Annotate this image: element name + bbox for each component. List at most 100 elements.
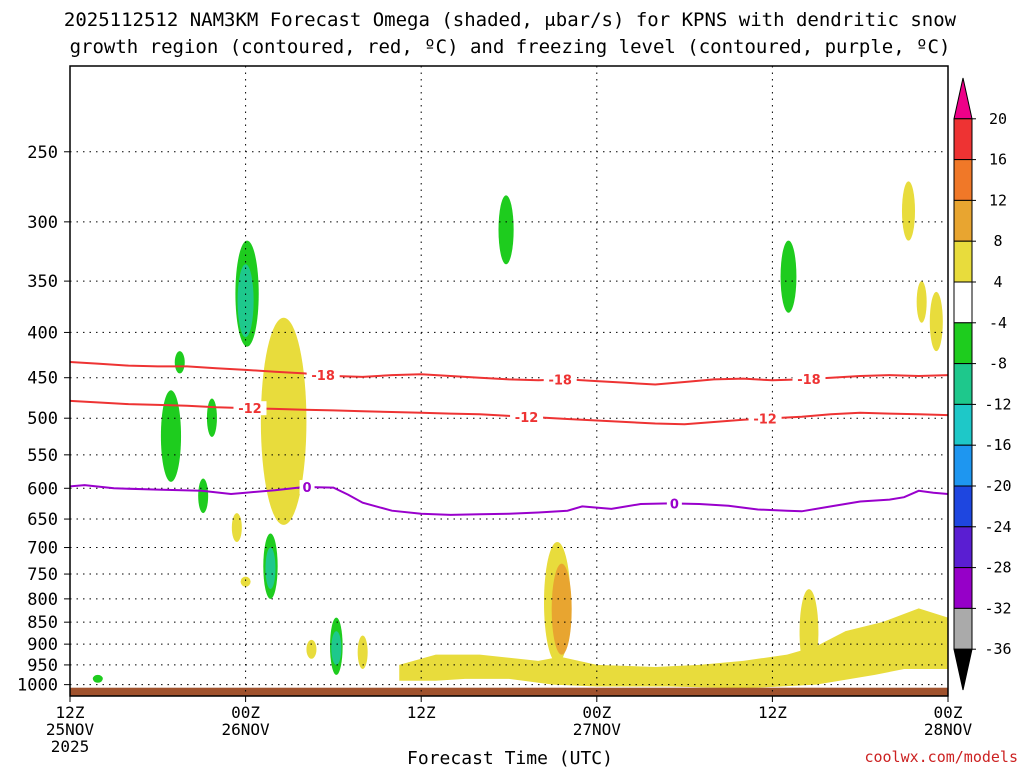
contour-label-bg <box>666 496 682 511</box>
colorbar-label: 4 <box>993 273 1002 291</box>
chart-title-line-2: growth region (contoured, red, ºC) and f… <box>70 36 951 58</box>
omega-region-green <box>174 351 185 374</box>
y-tick-label: 850 <box>27 613 58 633</box>
contour-line <box>70 484 948 516</box>
colorbar-swatch <box>953 363 973 405</box>
contour-label-bg <box>543 372 577 387</box>
plot-frame <box>69 65 949 697</box>
x-tick-label: 00Z <box>231 703 260 722</box>
ground-surface <box>70 687 948 696</box>
credit-text: coolwx.com/models <box>864 748 1018 766</box>
colorbar-label: -8 <box>989 355 1007 373</box>
colorbar-label: 20 <box>989 110 1007 128</box>
y-tick-label: 400 <box>27 323 58 343</box>
omega-region-low-level <box>399 608 948 689</box>
colorbar-swatch <box>953 322 973 365</box>
x-tick-label: 2025 <box>51 737 90 756</box>
contour-label-bg <box>233 401 267 416</box>
contour-label: 0 <box>670 497 679 512</box>
omega-region-yellow <box>231 513 242 543</box>
plot-area: -18 -18 -18 -12 -12 -12 0 0 250 300 350 400 450 500 55… <box>17 65 973 756</box>
omega-region-green <box>198 478 209 514</box>
x-tick-label: 12Z <box>56 703 85 722</box>
colorbar-label: -36 <box>984 640 1011 658</box>
y-tick-label: 800 <box>27 590 58 610</box>
contour-label: -12 <box>238 402 262 417</box>
y-tick-label: 350 <box>27 272 58 292</box>
colorbar-label: 8 <box>993 232 1002 250</box>
y-tick-label: 550 <box>27 446 58 466</box>
colorbar-swatch <box>953 281 973 324</box>
y-tick-label: 600 <box>27 479 58 499</box>
colorbar-swatch <box>953 240 973 283</box>
colorbar-label: -24 <box>984 518 1011 536</box>
colorbar-label: -20 <box>984 477 1011 495</box>
colorbar-swatch <box>953 648 973 691</box>
contour-label-bg <box>510 409 544 424</box>
omega-region-yellow <box>306 639 317 659</box>
x-tick-label: 12Z <box>407 703 436 722</box>
contour-label: -18 <box>797 373 821 388</box>
contour-line <box>70 399 948 426</box>
contour-label: -12 <box>515 411 539 426</box>
colorbar-swatch <box>953 567 973 609</box>
x-tick-label: 26NOV <box>222 720 271 739</box>
colorbar-label: -12 <box>984 395 1011 413</box>
contour-label: 0 <box>303 481 312 496</box>
x-tick-label: 00Z <box>934 703 963 722</box>
omega-region-green <box>206 398 217 437</box>
colorbar-swatch <box>953 485 973 528</box>
omega-region-yellow <box>240 576 251 587</box>
contour-label: -12 <box>753 413 777 428</box>
x-tick-label: 28NOV <box>924 720 973 739</box>
y-tick-label: 250 <box>27 143 58 163</box>
colorbar-swatch <box>953 77 973 120</box>
y-tick-label: 450 <box>27 369 58 389</box>
colorbar-swatch <box>953 526 973 569</box>
y-tick-label: 750 <box>27 565 58 585</box>
x-axis-label: Forecast Time (UTC) <box>407 748 613 768</box>
omega-region-teal <box>331 631 342 665</box>
colorbar-label: 12 <box>989 191 1007 209</box>
colorbar-label: -4 <box>989 314 1007 332</box>
colorbar-swatch <box>953 444 973 487</box>
omega-region-yellow <box>916 281 927 323</box>
colorbar-swatch <box>953 199 973 242</box>
omega-region-yellow <box>260 317 307 525</box>
omega-region-green <box>92 674 103 683</box>
colorbar-label: 16 <box>989 151 1007 169</box>
x-tick-label: 12Z <box>758 703 787 722</box>
x-tick-label: 25NOV <box>46 720 95 739</box>
plot-inner: -18 -18 -18 -12 -12 -12 0 0 <box>70 66 948 696</box>
y-tick-label: 1000 <box>17 676 58 696</box>
omega-region-yellow <box>929 291 943 352</box>
colorbar-swatch <box>953 159 973 201</box>
colorbar-swatch <box>953 607 973 650</box>
omega-region-orange <box>551 563 572 655</box>
omega-region-yellow <box>357 635 368 669</box>
omega-region-yellow <box>901 181 916 241</box>
contour-label-bg <box>299 480 315 495</box>
colorbar: 20 16 12 8 4 -4 -8 -12 -16 -20 -24 -28 -32 -36 <box>953 77 1012 691</box>
y-tick-label: 700 <box>27 539 58 559</box>
contour-label-bg <box>792 371 826 386</box>
contour-label-bg <box>306 368 340 383</box>
chart-title-line-1: 2025112512 NAM3KM Forecast Omega (shaded… <box>64 9 957 31</box>
contour-label: -18 <box>548 374 572 389</box>
x-tick-label: 27NOV <box>573 720 622 739</box>
y-tick-label: 950 <box>27 656 58 676</box>
colorbar-label: -32 <box>984 599 1011 617</box>
colorbar-label: -16 <box>984 436 1011 454</box>
omega-region-green <box>498 195 514 265</box>
omega-region-teal <box>265 547 276 590</box>
contour-label-bg <box>748 411 782 426</box>
x-tick-label: 00Z <box>582 703 611 722</box>
contour-label: -18 <box>311 369 335 384</box>
colorbar-swatch <box>953 403 973 446</box>
y-tick-label: 650 <box>27 510 58 530</box>
y-tick-label: 300 <box>27 213 58 233</box>
colorbar-label: -28 <box>984 559 1011 577</box>
y-tick-label: 900 <box>27 635 58 655</box>
omega-region-green <box>780 240 797 313</box>
